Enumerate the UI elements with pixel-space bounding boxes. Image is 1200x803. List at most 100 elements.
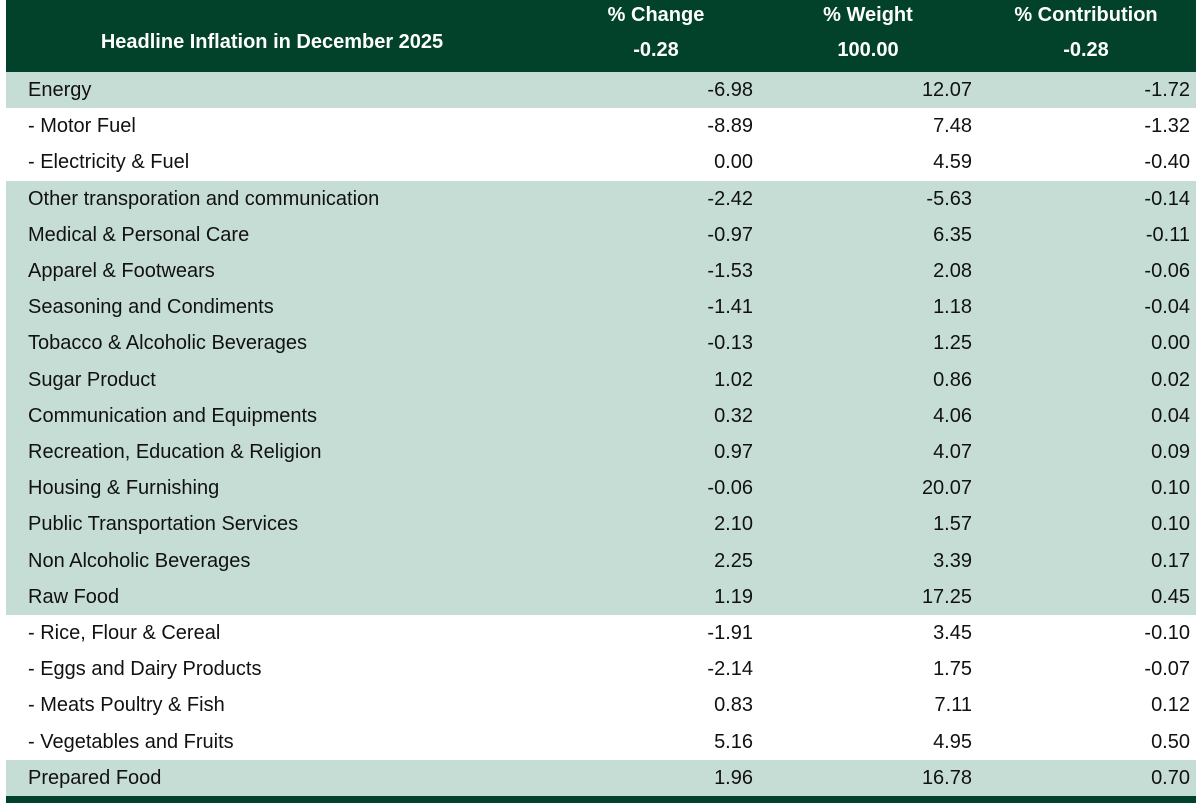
- cell-value: 0.17: [1151, 549, 1190, 572]
- cell-value: 0.10: [1151, 513, 1190, 536]
- row-label: - Meats Poultry & Fish: [28, 694, 225, 717]
- cell-value: 4.06: [933, 404, 972, 427]
- row-label: - Vegetables and Fruits: [28, 730, 234, 753]
- cell-value: -0.40: [1144, 151, 1190, 174]
- table-row: - Electricity & Fuel 0.00 4.59 -0.40: [6, 144, 1196, 180]
- cell-value: 12.07: [921, 79, 972, 101]
- table-row: - Vegetables and Fruits 5.16 4.95 0.50: [6, 724, 1196, 760]
- cell-value: 3.39: [933, 549, 972, 572]
- column-total: -0.28: [1063, 39, 1109, 61]
- cell-value: 16.78: [921, 766, 972, 789]
- cell-value: 4.95: [933, 730, 972, 753]
- cell-value: 0.86: [933, 368, 972, 391]
- row-label: - Electricity & Fuel: [28, 151, 190, 174]
- footer-bar: [6, 795, 1196, 803]
- cell-value: 7.48: [933, 115, 972, 138]
- table-row: Sugar Product 1.02 0.86 0.02: [6, 361, 1196, 398]
- row-label: Energy: [28, 79, 92, 101]
- cell-value: 0.04: [1151, 404, 1190, 427]
- table-row: Communication and Equipments 0.32 4.06 0.04: [6, 397, 1196, 434]
- cell-value: -0.10: [1144, 622, 1190, 644]
- cell-value: -0.06: [1144, 260, 1190, 282]
- table-row: - Rice, Flour & Cereal -1.91 3.45 -0.10: [6, 615, 1196, 651]
- cell-value: 0.70: [1151, 766, 1190, 789]
- cell-value: -1.32: [1144, 115, 1190, 138]
- table-row: Tobacco & Alcoholic Beverages -0.13 1.25 0.…: [6, 325, 1196, 362]
- cell-value: -1.72: [1144, 79, 1190, 101]
- cell-value: -1.41: [707, 296, 753, 319]
- row-label: Raw Food: [28, 585, 120, 608]
- table-row: Housing & Furnishing -0.06 20.07 0.10: [6, 470, 1196, 507]
- cell-value: -0.04: [1144, 296, 1190, 319]
- cell-value: 0.32: [714, 404, 753, 427]
- cell-value: 1.25: [933, 332, 972, 355]
- row-label: Prepared Food: [28, 766, 162, 789]
- row-label: Communication and Equipments: [28, 404, 318, 427]
- cell-value: 1.96: [714, 766, 753, 789]
- cell-value: 2.25: [714, 549, 753, 572]
- table-row: Energy -6.98 12.07 -1.72: [6, 72, 1196, 109]
- cell-value: 1.02: [714, 368, 753, 391]
- row-label: Other transporation and communication: [28, 187, 380, 210]
- cell-value: -0.06: [707, 477, 753, 500]
- cell-value: 0.00: [714, 151, 753, 174]
- cell-value: 0.45: [1151, 585, 1190, 608]
- cell-value: 4.59: [933, 151, 972, 174]
- table-row: - Eggs and Dairy Products -2.14 1.75 -0.07: [6, 651, 1196, 687]
- cell-value: -5.63: [926, 187, 972, 210]
- table-row: Seasoning and Condiments -1.41 1.18 -0.04: [6, 289, 1196, 326]
- cell-value: 0.02: [1151, 368, 1190, 391]
- table-row: Raw Food 1.19 17.25 0.45: [6, 578, 1196, 615]
- row-label: Sugar Product: [28, 368, 156, 391]
- cell-value: 0.09: [1151, 441, 1190, 463]
- column-total: -0.28: [633, 39, 679, 61]
- cell-value: -0.14: [1144, 187, 1190, 210]
- cell-value: 0.12: [1151, 694, 1190, 717]
- table-row: Recreation, Education & Religion 0.97 4.07…: [6, 434, 1196, 471]
- cell-value: 0.83: [714, 694, 753, 717]
- cell-value: 2.08: [933, 260, 972, 282]
- column-header: % Change: [607, 4, 705, 26]
- cell-value: 1.57: [933, 513, 972, 536]
- row-label: Medical & Personal Care: [28, 223, 250, 246]
- row-label: Apparel & Footwears: [28, 260, 215, 282]
- column-total: 100.00: [837, 39, 899, 61]
- table-row: Prepared Food 1.96 16.78 0.70: [6, 759, 1196, 796]
- cell-value: 1.75: [933, 658, 972, 681]
- table-row: Apparel & Footwears -1.53 2.08 -0.06: [6, 253, 1196, 290]
- cell-value: 17.25: [921, 585, 972, 608]
- row-label: Public Transportation Services: [28, 513, 299, 536]
- cell-value: 6.35: [933, 223, 972, 246]
- cell-value: 2.10: [714, 513, 753, 536]
- row-label: Housing & Furnishing: [28, 477, 220, 500]
- cell-value: 0.00: [1151, 332, 1190, 355]
- cell-value: -0.97: [707, 223, 753, 246]
- cell-value: -2.42: [707, 187, 753, 210]
- cell-value: 5.16: [714, 730, 753, 753]
- cell-value: 1.18: [933, 296, 972, 319]
- cell-value: -0.07: [1144, 658, 1190, 681]
- cell-value: -0.13: [707, 332, 753, 355]
- column-header: % Contribution: [1014, 4, 1158, 26]
- table-row: - Motor Fuel -8.89 7.48 -1.32: [6, 108, 1196, 144]
- cell-value: -1.53: [707, 260, 753, 282]
- table-row: Non Alcoholic Beverages 2.25 3.39 0.17: [6, 542, 1196, 579]
- row-label: Non Alcoholic Beverages: [28, 549, 251, 572]
- cell-value: -6.98: [707, 79, 753, 101]
- cell-value: 0.50: [1151, 730, 1190, 753]
- cell-value: -2.14: [707, 658, 753, 681]
- row-label: - Eggs and Dairy Products: [28, 658, 262, 681]
- row-label: - Motor Fuel: [28, 115, 136, 138]
- cell-value: 0.10: [1151, 477, 1190, 500]
- cell-value: -0.11: [1145, 223, 1190, 246]
- title: Headline Inflation in December 2025: [100, 31, 444, 53]
- cell-value: 0.97: [714, 441, 753, 463]
- row-label: Seasoning and Condiments: [28, 296, 274, 319]
- cell-value: -1.91: [707, 622, 753, 644]
- row-label: Recreation, Education & Religion: [28, 441, 322, 463]
- cell-value: 7.11: [934, 694, 972, 717]
- cell-value: 1.19: [714, 585, 753, 608]
- row-label: - Rice, Flour & Cereal: [28, 622, 221, 644]
- cell-value: -8.89: [707, 115, 753, 138]
- column-header: % Weight: [823, 4, 913, 26]
